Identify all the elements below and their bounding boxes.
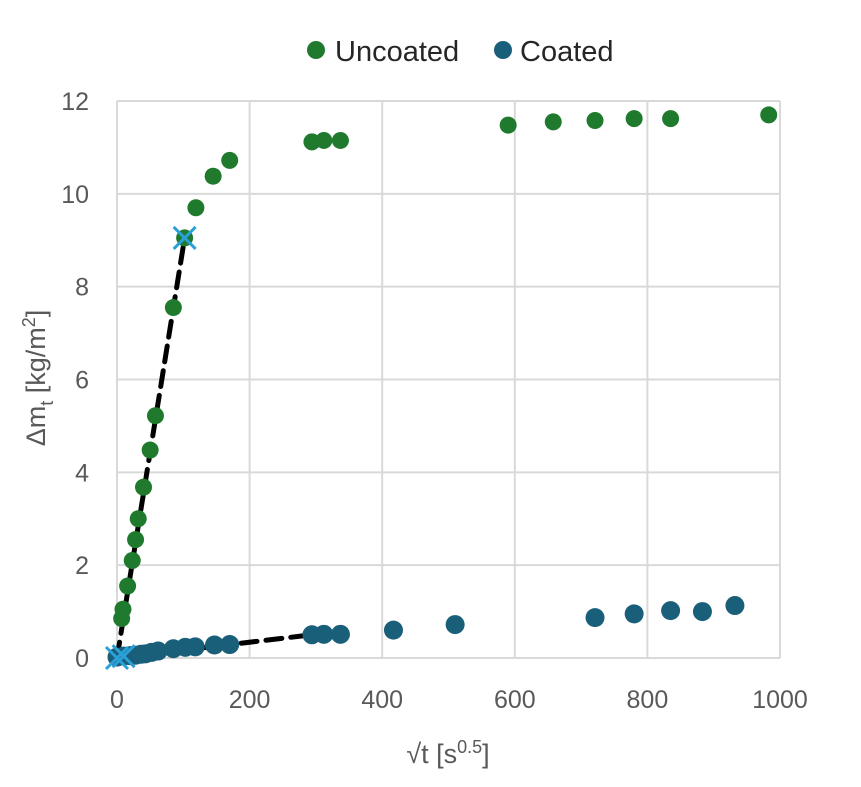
data-point-coated: [383, 620, 403, 640]
data-point-coated: [661, 601, 681, 621]
data-point-uncoated: [135, 478, 153, 496]
x-tick-label: 600: [494, 686, 536, 714]
data-point-uncoated: [662, 110, 680, 128]
y-tick-label: 10: [61, 181, 89, 209]
legend-label-coated: Coated: [520, 36, 614, 68]
data-point-uncoated: [204, 167, 222, 185]
data-point-coated: [204, 635, 224, 655]
x-axis-title-main: √t [s: [406, 739, 457, 769]
data-point-uncoated: [123, 552, 141, 570]
points-layer: [107, 106, 778, 667]
data-point-coated: [725, 596, 745, 616]
data-point-coated: [330, 624, 350, 644]
data-point-uncoated: [221, 151, 239, 169]
x-tick-label: 1000: [752, 686, 808, 714]
x-axis-title-end: ]: [482, 739, 490, 769]
legend: Uncoated Coated: [307, 36, 614, 68]
y-axis-title-end: ]: [21, 310, 51, 318]
y-tick-label: 4: [75, 459, 89, 487]
grid-layer: [116, 100, 781, 659]
x-tick-label: 400: [361, 686, 403, 714]
data-point-coated: [185, 637, 205, 657]
data-point-uncoated: [499, 116, 517, 134]
x-marker: [104, 645, 130, 671]
legend-swatch-coated: [494, 41, 512, 59]
y-tick-label: 0: [75, 645, 89, 673]
y-tick-label: 6: [75, 367, 89, 395]
y-axis-title-superscript: 2: [19, 317, 39, 327]
data-point-uncoated: [119, 577, 137, 595]
data-point-uncoated: [141, 441, 159, 459]
data-point-uncoated: [146, 407, 164, 425]
y-tick-label: 2: [75, 552, 89, 580]
x-axis-title: √t [s0.5]: [406, 737, 489, 769]
y-axis-title-main: Δm: [21, 406, 51, 447]
x-marker-layer: [104, 225, 197, 671]
x-tick-label: 0: [110, 686, 124, 714]
data-point-uncoated: [586, 111, 604, 129]
data-point-uncoated: [760, 106, 778, 124]
data-point-uncoated: [625, 110, 643, 128]
data-point-coated: [624, 604, 644, 624]
data-point-uncoated: [114, 600, 132, 618]
tick-label-layer: 0 2 4 6 8 10 12 0 200 400 600 800 1000: [61, 88, 808, 714]
data-point-coated: [148, 641, 168, 661]
x-marker: [172, 225, 197, 250]
x-marker-stroke: [111, 644, 136, 669]
data-point-uncoated: [331, 131, 349, 149]
x-marker-stroke: [172, 225, 197, 250]
y-axis-title-subscript: t: [37, 401, 57, 406]
data-point-uncoated: [315, 131, 333, 149]
data-point-coated: [445, 615, 465, 635]
x-axis-title-superscript: 0.5: [457, 737, 482, 757]
data-point-coated: [585, 608, 605, 628]
legend-swatch-uncoated: [307, 41, 325, 59]
x-tick-label: 800: [627, 686, 669, 714]
data-point-coated: [314, 624, 334, 644]
y-tick-label: 8: [75, 274, 89, 302]
legend-label-uncoated: Uncoated: [335, 36, 459, 68]
y-tick-label: 12: [61, 88, 89, 116]
y-axis-title-middle: [kg/m: [21, 327, 51, 401]
data-point-uncoated: [127, 531, 145, 549]
x-tick-label: 200: [229, 686, 271, 714]
data-point-uncoated: [129, 510, 147, 528]
x-marker: [111, 644, 136, 669]
data-point-uncoated: [164, 299, 182, 317]
data-point-uncoated: [544, 113, 562, 131]
x-marker-stroke: [104, 645, 130, 671]
y-axis-title: Δmt [kg/m2]: [19, 310, 57, 447]
data-point-coated: [220, 635, 240, 655]
data-point-uncoated: [187, 199, 205, 217]
data-point-coated: [692, 602, 712, 622]
